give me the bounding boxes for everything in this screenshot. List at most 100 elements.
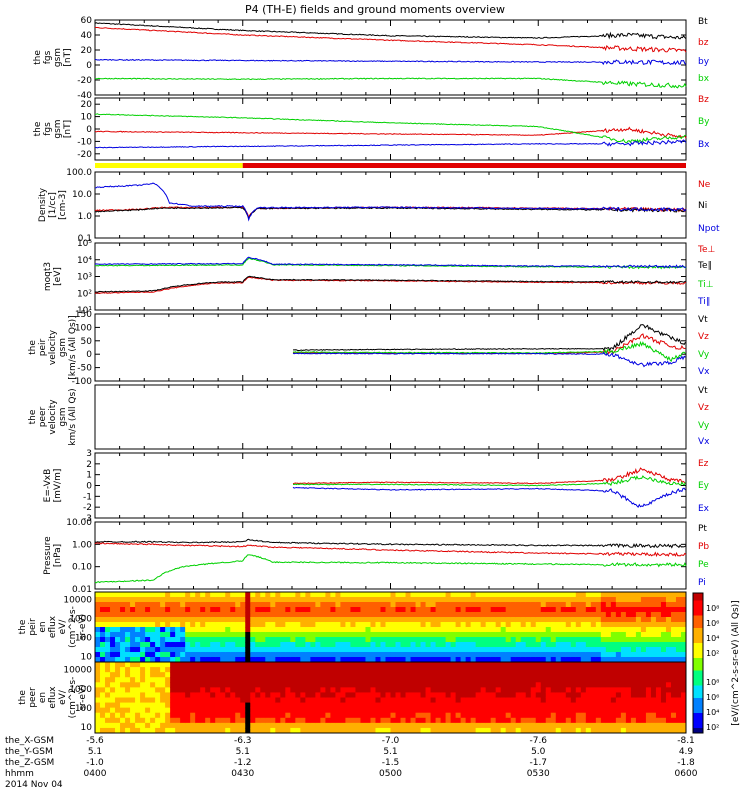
spectrogram-cell (620, 647, 627, 653)
spectrogram-cell (150, 652, 156, 658)
colorbar-swatch (693, 623, 703, 626)
colorbar-swatch (693, 713, 703, 716)
spectrogram-cell (175, 672, 181, 678)
spectrogram-cell (495, 682, 502, 688)
spectrogram-cell (380, 622, 386, 628)
spectrogram-cell (490, 672, 497, 678)
spectrogram-cell (360, 607, 366, 613)
spectrogram-cell (645, 677, 652, 683)
spectrogram-cell (365, 657, 371, 663)
spectrogram-cell (185, 602, 191, 608)
spectrogram-cell (655, 642, 662, 648)
spectrogram-cell (100, 602, 106, 608)
spectrogram-cell (245, 722, 251, 729)
spectrogram-cell (510, 607, 517, 613)
spectrogram-cell (325, 657, 331, 663)
spectrogram-cell (475, 692, 482, 698)
spectrogram-cell (565, 667, 572, 673)
spectrogram-cell (240, 617, 246, 623)
spectrogram-cell (255, 627, 261, 633)
spectrogram-cell (255, 657, 261, 663)
spectrogram-cell (575, 642, 582, 648)
spectrogram-cell (300, 697, 306, 704)
x-row-label: the_Z-GSM (5, 758, 54, 768)
spectrogram-cell (600, 632, 607, 638)
y-axis-label: [mV/m] (53, 469, 63, 503)
spectrogram-cell (175, 592, 181, 598)
spectrogram-cell (550, 727, 557, 734)
spectrogram-cell (375, 637, 381, 643)
spectrogram-cell (100, 672, 106, 678)
spectrogram-cell (400, 687, 407, 693)
spectrogram-cell (100, 697, 106, 704)
spectrogram-cell (510, 637, 517, 643)
spectrogram-cell (455, 692, 462, 698)
spectrogram-cell (210, 707, 216, 714)
spectrogram-cell (380, 597, 386, 603)
spectrogram-cell (95, 647, 101, 653)
spectrogram-cell (110, 602, 116, 608)
spectrogram-cell (285, 702, 291, 709)
spectrogram-cell (460, 607, 467, 613)
spectrogram-cell (315, 622, 321, 628)
spectrogram-cell (680, 722, 687, 729)
spectrogram-cell (190, 637, 196, 643)
spectrogram-cell (210, 592, 216, 598)
spectrogram-cell (225, 697, 231, 704)
spectrogram-cell (585, 662, 592, 668)
spectrogram-cell (170, 697, 176, 704)
spectrogram-cell (420, 617, 427, 623)
spectrogram-cell (520, 637, 527, 643)
spectrogram-cell (125, 617, 131, 623)
spectrogram-cell (295, 612, 301, 618)
spectrogram-cell (405, 702, 412, 709)
spectrogram-cell (665, 647, 672, 653)
spectrogram-cell (95, 607, 101, 613)
spectrogram-cell (450, 687, 457, 693)
spectrogram-cell (520, 682, 527, 688)
spectrogram-cell (275, 607, 281, 613)
spectrogram-cell (560, 712, 567, 719)
spectrogram-cell (260, 672, 266, 678)
spectrogram-cell (380, 672, 386, 678)
spectrogram-cell (565, 647, 572, 653)
spectrogram-cell (215, 677, 221, 683)
spectrogram-cell (120, 672, 126, 678)
spectrogram-cell (660, 682, 667, 688)
spectrogram-cell (570, 597, 577, 603)
spectrogram-cell (190, 602, 196, 608)
spectrogram-cell (510, 672, 517, 678)
spectrogram-cell (650, 662, 657, 668)
spectrogram-cell (590, 647, 597, 653)
spectrogram-cell (135, 627, 141, 633)
y-axis-label: the (28, 409, 38, 424)
spectrogram-cell (225, 727, 231, 734)
spectrogram-cell (200, 712, 206, 719)
spectrogram-cell (435, 607, 442, 613)
spectrogram-cell (195, 682, 201, 688)
spectrogram-cell (425, 612, 432, 618)
spectrogram-cell (310, 682, 316, 688)
spectrogram-cell (185, 687, 191, 693)
spectrogram-cell (160, 702, 166, 709)
spectrogram-cell (510, 662, 517, 668)
spectrogram-cell (595, 682, 602, 688)
spectrogram-cell (595, 667, 602, 673)
spectrogram-cell (230, 637, 236, 643)
spectrogram-cell (320, 717, 326, 724)
spectrogram-cell (610, 602, 617, 608)
spectrogram-cell (410, 697, 417, 704)
spectrogram-cell (440, 602, 447, 608)
spectrogram-cell (200, 642, 206, 648)
spectrogram-cell (630, 592, 637, 598)
spectrogram-cell (180, 647, 186, 653)
spectrogram-cell (235, 647, 241, 653)
spectrogram-cell (655, 727, 662, 734)
spectrogram-cell (330, 622, 336, 628)
spectrogram-cell (95, 642, 101, 648)
x-tick-label: 5.0 (531, 747, 546, 757)
spectrogram-cell (575, 622, 582, 628)
spectrogram-cell (265, 607, 271, 613)
spectrogram-cell (180, 637, 186, 643)
spectrogram-cell (210, 697, 216, 704)
